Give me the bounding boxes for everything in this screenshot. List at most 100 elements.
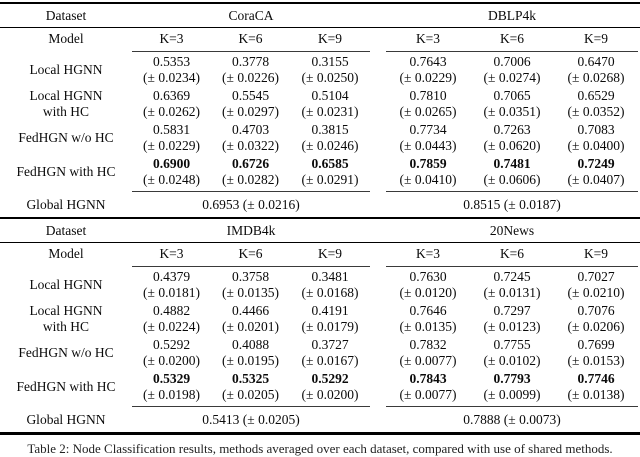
std-value: (± 0.0229) [143, 138, 200, 153]
mean-value: 0.3778 [231, 54, 270, 69]
mean-value: 0.4466 [231, 303, 270, 318]
std-value: (± 0.0443) [399, 138, 457, 153]
mean-value: 0.7006 [493, 54, 531, 69]
result-cell: 0.7734 (± 0.0443) [386, 122, 470, 154]
std-value: (± 0.0168) [301, 285, 359, 300]
std-value: (± 0.0274) [483, 70, 541, 85]
mean-value: 0.4703 [231, 122, 270, 137]
std-value: (± 0.0246) [301, 138, 359, 153]
result-cell: 0.7630 (± 0.0120) [386, 269, 470, 301]
std-value: (± 0.0262) [143, 104, 200, 119]
mean-value: 0.6369 [152, 88, 191, 103]
table-row-local-hgnn-with-hc: Local HGNN with HC 0.4882 (± 0.0224) 0.44… [0, 302, 640, 336]
k-header: K=9 [317, 245, 343, 261]
result-cell: 0.7065 (± 0.0351) [470, 88, 554, 120]
cmidrule-divider [132, 265, 370, 267]
std-value: (± 0.0248) [143, 172, 200, 187]
result-cell-best: 0.7793 (± 0.0099) [470, 371, 554, 403]
result-cell: 0.6529 (± 0.0352) [554, 88, 638, 120]
std-value: (± 0.0250) [301, 70, 359, 85]
mean-value: 0.6900 [152, 156, 191, 171]
result-cell-best: 0.6726 (± 0.0282) [211, 156, 290, 188]
result-cell: 0.3778 (± 0.0226) [211, 54, 290, 86]
mean-value: 0.4379 [152, 269, 191, 284]
mean-value: 0.7263 [493, 122, 531, 137]
result-cell: 0.4088 (± 0.0195) [211, 337, 290, 369]
dataset-header-row: Dataset CoraCA DBLP4k [0, 4, 640, 27]
mean-value: 0.7734 [409, 122, 447, 137]
result-cell-best: 0.5292 (± 0.0200) [290, 371, 370, 403]
mean-value: 0.5292 [152, 337, 191, 352]
std-value: (± 0.0291) [301, 172, 359, 187]
header-rule-divider [0, 242, 640, 243]
k-header: K=6 [238, 30, 263, 46]
model-label: Global HGNN [26, 412, 106, 427]
k-header: K=6 [499, 245, 525, 261]
std-value: (± 0.0120) [399, 285, 457, 300]
section-rule-divider [0, 217, 640, 219]
std-value: (± 0.0200) [143, 353, 200, 368]
cmidrule-divider [386, 50, 638, 52]
std-value: (± 0.0102) [483, 353, 541, 368]
mean-value: 0.3481 [311, 269, 349, 284]
mean-value: 0.7746 [577, 371, 615, 386]
k-header: K=6 [499, 30, 525, 46]
global-result-value: 0.7888 (± 0.0073) [463, 412, 561, 427]
result-cell: 0.5545 (± 0.0297) [211, 88, 290, 120]
column-gap [370, 285, 386, 286]
std-value: (± 0.0167) [301, 353, 359, 368]
mean-value: 0.3155 [311, 54, 349, 69]
std-value: (± 0.0198) [143, 387, 200, 402]
k-header: K=3 [415, 245, 441, 261]
result-cell: 0.3727 (± 0.0167) [290, 337, 370, 369]
std-value: (± 0.0131) [483, 285, 541, 300]
result-cell: 0.3481 (± 0.0168) [290, 269, 370, 301]
table-row-fedhgn-with-hc: FedHGN with HC 0.6900 (± 0.0248) 0.6726 (±… [0, 155, 640, 189]
model-label: FedHGN w/o HC [18, 130, 114, 145]
std-value: (± 0.0400) [567, 138, 625, 153]
result-cell: 0.7297 (± 0.0123) [470, 303, 554, 335]
mean-value: 0.5325 [231, 371, 270, 386]
model-label: Local HGNN [29, 62, 103, 77]
std-value: (± 0.0077) [399, 387, 457, 402]
column-gap [370, 104, 386, 105]
k-header: K=9 [583, 245, 609, 261]
dataset-name-imdb4k: IMDB4k [226, 222, 276, 238]
result-cell-best: 0.7859 (± 0.0410) [386, 156, 470, 188]
std-value: (± 0.0077) [399, 353, 457, 368]
cmidrule-divider [386, 265, 638, 267]
dataset-header-label: Dataset [45, 222, 87, 238]
std-value: (± 0.0210) [567, 285, 625, 300]
cmidrule-divider [386, 405, 638, 407]
model-label: Local HGNN with HC [29, 303, 103, 334]
model-header-label: Model [48, 30, 84, 46]
mean-value: 0.3727 [311, 337, 349, 352]
std-value: (± 0.0181) [143, 285, 200, 300]
column-gap [370, 353, 386, 354]
k-header: K=6 [238, 245, 263, 261]
table-row-global-hgnn: Global HGNN 0.5413 (± 0.0205) 0.7888 (± … [0, 408, 640, 432]
result-cell-best: 0.5325 (± 0.0205) [211, 371, 290, 403]
std-value: (± 0.0407) [567, 172, 625, 187]
result-cell: 0.7006 (± 0.0274) [470, 54, 554, 86]
model-header-label: Model [48, 245, 84, 261]
dataset-name-coraca: CoraCA [228, 7, 274, 23]
dataset-name-20news: 20News [489, 222, 535, 238]
std-value: (± 0.0410) [399, 172, 457, 187]
result-cell: 0.3155 (± 0.0250) [290, 54, 370, 86]
dataset-header-label: Dataset [45, 7, 87, 23]
std-value: (± 0.0138) [567, 387, 625, 402]
mean-value: 0.5831 [152, 122, 191, 137]
result-cell: 0.7263 (± 0.0620) [470, 122, 554, 154]
mean-value: 0.7810 [409, 88, 447, 103]
std-value: (± 0.0226) [222, 70, 279, 85]
header-rule-divider [0, 27, 640, 28]
result-cell: 0.6369 (± 0.0262) [132, 88, 211, 120]
std-value: (± 0.0229) [399, 70, 457, 85]
table-row-local-hgnn: Local HGNN 0.4379 (± 0.0181) 0.3758 (± 0.0… [0, 268, 640, 302]
result-cell-best: 0.7746 (± 0.0138) [554, 371, 638, 403]
column-gap [370, 172, 386, 173]
result-cell: 0.3758 (± 0.0135) [211, 269, 290, 301]
k-header: K=3 [159, 245, 184, 261]
model-label: FedHGN w/o HC [18, 345, 114, 360]
